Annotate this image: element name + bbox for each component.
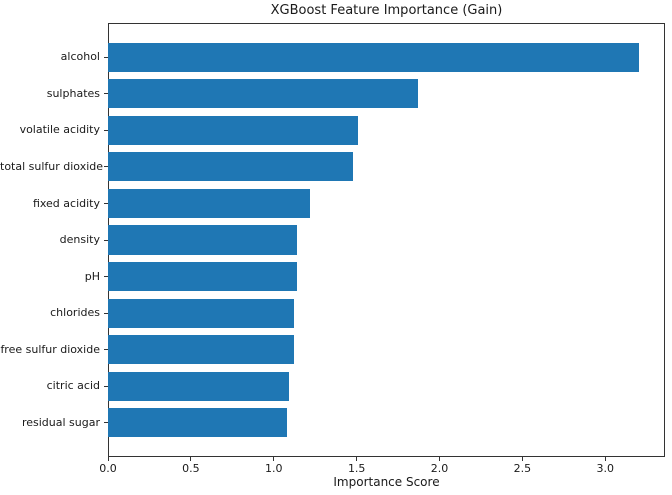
x-tick-label-2.5: 2.5 xyxy=(513,462,532,475)
y-tick-label-density: density xyxy=(59,233,100,246)
x-tick-mark xyxy=(190,457,192,461)
chart-title: XGBoost Feature Importance (Gain) xyxy=(270,3,503,18)
y-tick-label-volatile-acidity: volatile acidity xyxy=(19,123,100,137)
x-tick-label-3.0: 3.0 xyxy=(596,462,615,475)
y-tick-label-fixed-acidity: fixed acidity xyxy=(32,196,100,210)
x-tick-mark xyxy=(107,457,109,461)
x-tick-label-0.5: 0.5 xyxy=(182,462,200,475)
y-tick-mark xyxy=(104,349,108,351)
y-tick-mark xyxy=(104,385,108,387)
bar-total-sulfur-dioxide xyxy=(108,152,354,182)
bar-residual-sugar xyxy=(108,408,287,438)
y-tick-label-ph: pH xyxy=(84,269,100,283)
bar-ph xyxy=(108,261,297,292)
x-tick-mark xyxy=(521,457,523,461)
y-tick-label-sulphates: sulphates xyxy=(46,86,100,100)
y-tick-label-free-sulfur-dioxide: free sulfur dioxide xyxy=(0,342,100,356)
bar-fixed-acidity xyxy=(108,188,311,219)
y-tick-label-citric-acid: citric acid xyxy=(46,379,100,393)
x-tick-mark xyxy=(604,457,606,461)
bar-chlorides xyxy=(108,298,294,328)
y-tick-mark xyxy=(104,166,108,168)
y-tick-label-total-sulfur-dioxide: total sulfur dioxide xyxy=(0,159,104,173)
y-tick-mark xyxy=(104,239,108,241)
bar-density xyxy=(108,225,297,255)
bar-volatile-acidity xyxy=(108,115,359,145)
y-tick-label-residual-sugar: residual sugar xyxy=(21,415,100,429)
x-axis-label: Importance Score xyxy=(333,475,440,489)
x-tick-mark xyxy=(439,457,440,461)
x-tick-label-1.5: 1.5 xyxy=(347,462,366,475)
y-tick-mark xyxy=(104,56,108,58)
y-tick-mark xyxy=(104,203,108,204)
y-tick-mark xyxy=(104,422,108,424)
x-tick-mark xyxy=(356,457,358,461)
y-tick-mark xyxy=(104,276,108,277)
x-tick-label-1.0: 1.0 xyxy=(265,462,283,475)
y-tick-label-alcohol: alcohol xyxy=(60,50,100,64)
bar-citric-acid xyxy=(108,371,289,401)
x-tick-label-0.0: 0.0 xyxy=(99,462,117,475)
bar-sulphates xyxy=(108,79,418,109)
bar-free-sulfur-dioxide xyxy=(108,335,294,365)
y-tick-label-chlorides: chlorides xyxy=(50,306,100,320)
y-tick-mark xyxy=(104,93,108,95)
bar-alcohol xyxy=(108,42,639,72)
x-tick-label-2.0: 2.0 xyxy=(430,462,449,475)
y-tick-mark xyxy=(104,312,108,314)
x-tick-mark xyxy=(273,457,275,461)
y-tick-mark xyxy=(104,129,108,131)
